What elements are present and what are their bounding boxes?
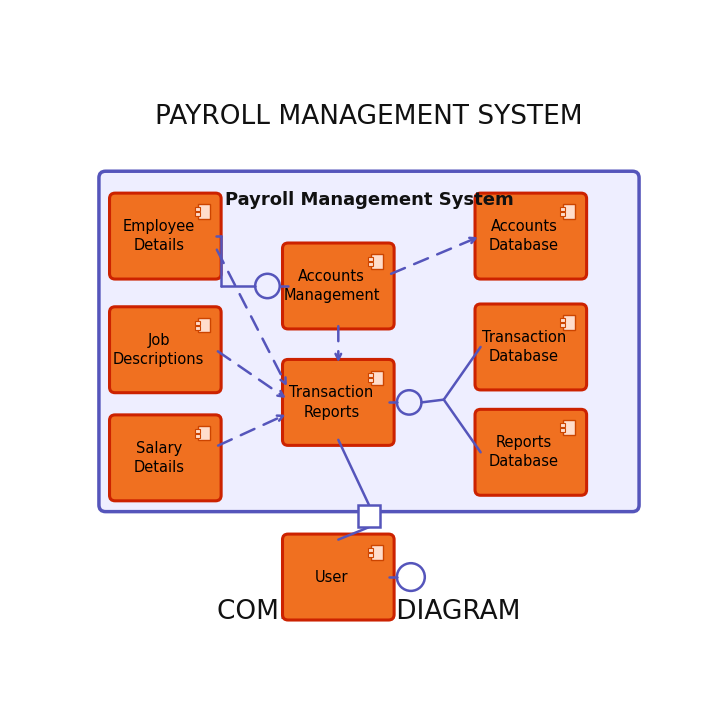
FancyBboxPatch shape <box>475 193 587 279</box>
Text: Salary
Details: Salary Details <box>133 441 184 475</box>
FancyBboxPatch shape <box>109 193 221 279</box>
FancyBboxPatch shape <box>195 207 200 211</box>
FancyBboxPatch shape <box>195 325 200 330</box>
FancyBboxPatch shape <box>475 410 587 495</box>
Text: Payroll Management System: Payroll Management System <box>225 191 513 209</box>
FancyBboxPatch shape <box>282 243 394 329</box>
Text: Reports
Database: Reports Database <box>489 435 559 469</box>
FancyBboxPatch shape <box>560 423 565 427</box>
FancyBboxPatch shape <box>371 254 383 269</box>
FancyBboxPatch shape <box>368 548 373 552</box>
FancyBboxPatch shape <box>560 428 565 432</box>
FancyBboxPatch shape <box>368 257 373 261</box>
Text: Job
Descriptions: Job Descriptions <box>113 333 204 366</box>
FancyBboxPatch shape <box>198 426 210 441</box>
FancyBboxPatch shape <box>195 428 200 433</box>
FancyBboxPatch shape <box>371 371 383 385</box>
FancyBboxPatch shape <box>560 207 565 211</box>
FancyBboxPatch shape <box>560 318 565 322</box>
FancyBboxPatch shape <box>560 323 565 327</box>
Bar <box>358 505 380 527</box>
FancyBboxPatch shape <box>563 315 575 330</box>
FancyBboxPatch shape <box>368 378 373 382</box>
Text: COMPONENT DIAGRAM: COMPONENT DIAGRAM <box>217 599 521 625</box>
Text: Transaction
Reports: Transaction Reports <box>289 385 374 420</box>
FancyBboxPatch shape <box>371 545 383 559</box>
FancyBboxPatch shape <box>198 204 210 219</box>
Text: PAYROLL MANAGEMENT SYSTEM: PAYROLL MANAGEMENT SYSTEM <box>156 104 582 130</box>
FancyBboxPatch shape <box>475 304 587 390</box>
FancyBboxPatch shape <box>563 204 575 219</box>
FancyBboxPatch shape <box>560 212 565 216</box>
Text: User: User <box>315 570 348 585</box>
FancyBboxPatch shape <box>195 320 200 325</box>
FancyBboxPatch shape <box>109 307 221 392</box>
FancyBboxPatch shape <box>563 420 575 435</box>
FancyBboxPatch shape <box>195 433 200 438</box>
FancyBboxPatch shape <box>198 318 210 332</box>
FancyBboxPatch shape <box>195 212 200 216</box>
FancyBboxPatch shape <box>109 415 221 501</box>
FancyBboxPatch shape <box>282 534 394 620</box>
FancyBboxPatch shape <box>368 262 373 266</box>
FancyBboxPatch shape <box>282 359 394 446</box>
Text: Accounts
Database: Accounts Database <box>489 219 559 253</box>
FancyBboxPatch shape <box>368 553 373 557</box>
Text: Transaction
Database: Transaction Database <box>482 330 566 364</box>
FancyBboxPatch shape <box>99 171 639 512</box>
Text: Accounts
Management: Accounts Management <box>284 269 380 303</box>
FancyBboxPatch shape <box>368 373 373 377</box>
Text: Employee
Details: Employee Details <box>122 219 194 253</box>
